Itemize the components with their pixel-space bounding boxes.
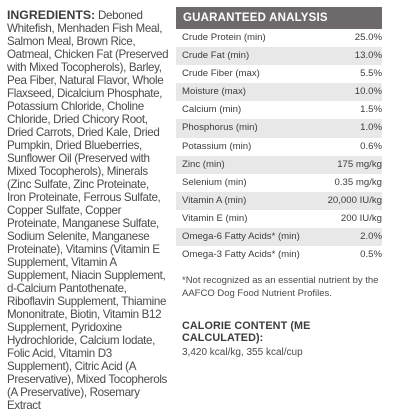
ingredients-block: INGREDIENTS: Deboned Whitefish, Menhaden…: [7, 9, 170, 412]
nutrient-name: Omega-3 Fatty Acids* (min): [182, 249, 300, 261]
analysis-row: Crude Fat (min) 13.0%: [176, 47, 382, 66]
guaranteed-analysis-title: GUARANTEED ANALYSIS: [176, 7, 382, 29]
nutrient-name: Vitamin E (min): [182, 212, 248, 224]
guaranteed-analysis-panel: GUARANTEED ANALYSIS Crude Protein (min) 2…: [176, 7, 382, 358]
nutrient-value: 1.0%: [360, 122, 382, 134]
ingredients-text: Deboned Whitefish, Menhaden Fish Meal, S…: [7, 9, 169, 412]
analysis-row: Vitamin E (min) 200 IU/kg: [176, 210, 382, 228]
nutrient-value: 13.0%: [354, 50, 382, 62]
nutrient-value: 200 IU/kg: [340, 212, 382, 224]
analysis-table: Crude Protein (min) 25.0% Crude Fat (min)…: [176, 29, 382, 264]
calorie-content-value: 3,420 kcal/kg, 355 kcal/cup: [182, 347, 303, 359]
nutrient-value: 1.5%: [360, 104, 382, 116]
nutrient-name: Phosphorus (min): [182, 122, 258, 134]
nutrient-value: 0.35 mg/kg: [334, 176, 382, 188]
nutrient-name: Zinc (min): [182, 158, 225, 170]
nutrient-value: 0.6%: [360, 140, 382, 152]
analysis-row: Calcium (min) 1.5%: [176, 101, 382, 119]
ingredients-label: INGREDIENTS:: [7, 8, 96, 22]
nutrient-name: Omega-6 Fatty Acids* (min): [182, 231, 300, 243]
analysis-row: Zinc (min) 175 mg/kg: [176, 155, 382, 174]
analysis-row: Omega-6 Fatty Acids* (min) 2.0%: [176, 228, 382, 247]
nutrient-name: Moisture (max): [182, 86, 246, 98]
nutrient-name: Calcium (min): [182, 104, 242, 116]
nutrient-value: 25.0%: [354, 32, 382, 43]
nutrient-value: 5.5%: [360, 68, 382, 80]
analysis-row: Omega-3 Fatty Acids* (min) 0.5%: [176, 246, 382, 264]
analysis-row: Selenium (min) 0.35 mg/kg: [176, 174, 382, 192]
analysis-row: Potassium (min) 0.6%: [176, 138, 382, 156]
nutrient-value: 20,000 IU/kg: [327, 194, 382, 206]
nutrient-name: Crude Fiber (max): [182, 68, 260, 80]
nutrient-value: 10.0%: [354, 86, 382, 98]
analysis-row: Phosphorus (min) 1.0%: [176, 119, 382, 138]
nutrient-name: Vitamin A (min): [182, 194, 247, 206]
analysis-row: Crude Protein (min) 25.0%: [176, 29, 382, 47]
analysis-row: Moisture (max) 10.0%: [176, 83, 382, 102]
calorie-content-title: CALORIE CONTENT (ME CALCULATED):: [182, 320, 311, 345]
nutrient-name: Potassium (min): [182, 140, 252, 152]
nutrient-value: 175 mg/kg: [337, 158, 382, 170]
nutrient-value: 2.0%: [360, 231, 382, 243]
analysis-row: Vitamin A (min) 20,000 IU/kg: [176, 191, 382, 210]
nutrient-name: Crude Protein (min): [182, 32, 266, 43]
nutrient-value: 0.5%: [360, 249, 382, 261]
nutrient-name: Crude Fat (min): [182, 50, 250, 62]
nutrient-name: Selenium (min): [182, 176, 247, 188]
analysis-row: Crude Fiber (max) 5.5%: [176, 65, 382, 83]
aafco-footnote: *Not recognized as an essential nutrient…: [182, 275, 379, 299]
